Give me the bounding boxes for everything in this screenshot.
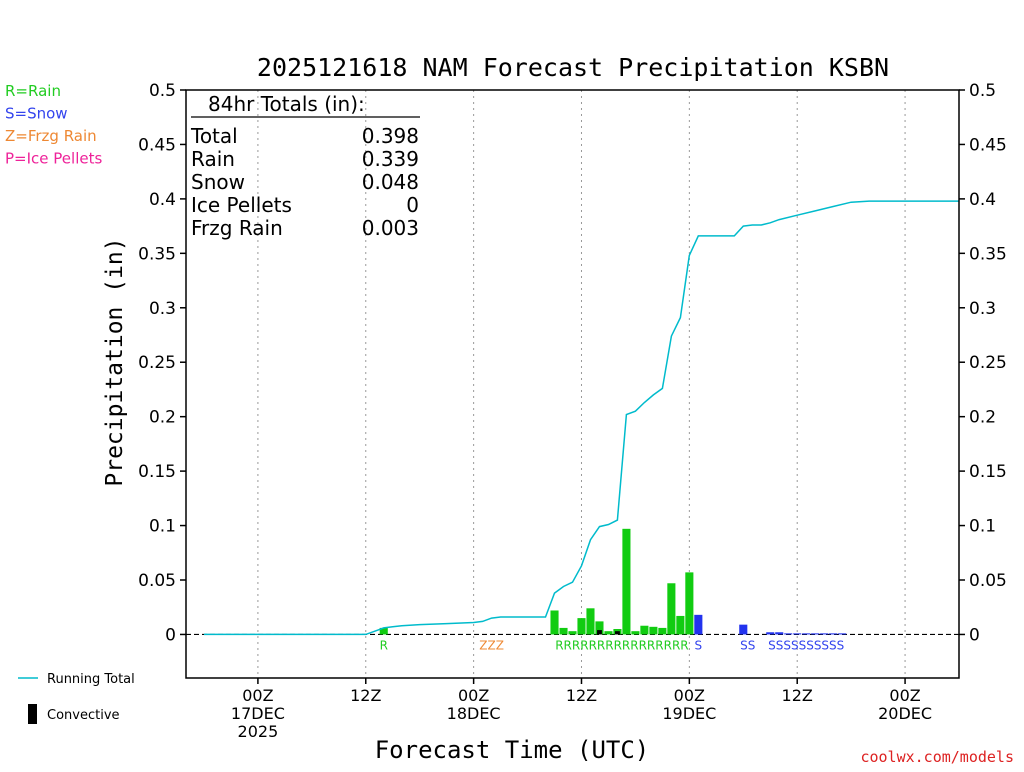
y-tick-label-right: 0.2 [969, 408, 996, 428]
precip-type-code: SS [740, 638, 755, 652]
precip-bar [793, 633, 802, 635]
y-tick-label-left: 0.25 [138, 353, 176, 373]
type-legend-item: P=Ice Pellets [5, 150, 102, 168]
precip-bar [685, 572, 694, 635]
precip-bar [802, 633, 811, 635]
type-legend-item: R=Rain [5, 82, 61, 100]
totals-row-label: Total [190, 124, 238, 148]
series-legend-label: Running Total [47, 672, 135, 687]
totals-row-label: Rain [191, 147, 235, 171]
plot-frame [185, 89, 960, 679]
precip-bar [604, 631, 613, 635]
y-tick-label-left: 0.4 [149, 190, 176, 210]
x-tick-label-time: 12Z [350, 686, 381, 705]
precip-bar [649, 626, 658, 635]
precip-bar [550, 610, 559, 635]
precip-type-code: ZZZ [479, 638, 504, 652]
x-tick-label-time: 00Z [458, 686, 489, 705]
precip-bar [577, 618, 586, 635]
y-tick-label-right: 0.15 [969, 462, 1007, 482]
convective-bar [615, 631, 620, 635]
precip-type-code: RRRRRRRRRRRRRRRR [555, 638, 688, 652]
precip-bar [586, 608, 595, 635]
precip-bar [676, 615, 685, 635]
totals-row-value: 0.003 [362, 216, 419, 240]
precip-bar [784, 633, 793, 635]
precip-bar [829, 633, 838, 635]
chart-title: 2025121618 NAM Forecast Precipitation KS… [257, 53, 889, 82]
series-legend-label: Convective [47, 708, 120, 723]
y-tick-label-right: 0.1 [969, 517, 996, 537]
precip-bar [820, 633, 829, 635]
precip-bar [766, 632, 775, 635]
totals-row-value: 0 [406, 193, 419, 217]
x-tick-label-time: 12Z [566, 686, 597, 705]
precip-bar [622, 528, 631, 635]
precip-bar [568, 631, 577, 635]
x-tick-label-time: 00Z [889, 686, 920, 705]
precip-bar [640, 625, 649, 635]
y-tick-label-left: 0.15 [138, 462, 176, 482]
y-tick-label-left: 0.35 [138, 244, 176, 264]
credit-text: coolwx.com/models [860, 748, 1014, 766]
y-tick-label-right: 0.25 [969, 353, 1007, 373]
x-tick-label-date: 20DEC [878, 704, 932, 723]
precip-type-code: S [695, 638, 703, 652]
precip-bar [694, 614, 703, 635]
y-tick-label-left: 0.45 [138, 135, 176, 155]
precip-bar [838, 633, 847, 635]
running-total-line [204, 200, 959, 636]
x-tick-label-time: 00Z [674, 686, 705, 705]
y-tick-label-right: 0.3 [969, 299, 996, 319]
totals-row-value: 0.398 [362, 124, 419, 148]
precip-bar [379, 627, 388, 635]
precip-bar [811, 633, 820, 635]
precip-bar [559, 627, 568, 635]
x-tick-label-time: 12Z [782, 686, 813, 705]
x-tick-label-date: 19DEC [662, 704, 716, 723]
x-tick-label-date: 18DEC [447, 704, 501, 723]
x-axis-label: Forecast Time (UTC) [375, 736, 650, 764]
y-tick-label-right: 0 [969, 625, 980, 645]
convective-bar [597, 630, 602, 635]
totals-header: 84hr Totals (in): [208, 92, 365, 116]
y-tick-label-left: 0.05 [138, 571, 176, 591]
precip-type-code: R [380, 638, 388, 652]
y-tick-label-right: 0.4 [969, 190, 996, 210]
y-tick-label-right: 0.45 [969, 135, 1007, 155]
y-tick-label-left: 0 [165, 625, 176, 645]
totals-row-label: Ice Pellets [191, 193, 292, 217]
precip-bar [739, 624, 748, 635]
y-tick-label-left: 0.3 [149, 299, 176, 319]
x-tick-label-time: 00Z [242, 686, 273, 705]
y-axis-label: Precipitation (in) [102, 237, 128, 486]
y-tick-label-right: 0.05 [969, 571, 1007, 591]
precip-type-code: SSSSSSSSSS [768, 638, 844, 652]
legend-bar-sample [28, 704, 37, 724]
totals-row-label: Frzg Rain [191, 216, 283, 240]
y-tick-label-right: 0.35 [969, 244, 1007, 264]
totals-row-value: 0.339 [362, 147, 419, 171]
y-tick-label-left: 0.5 [149, 81, 176, 101]
y-tick-label-left: 0.2 [149, 408, 176, 428]
totals-row-value: 0.048 [362, 170, 419, 194]
precip-bar [775, 632, 784, 635]
precip-bar [631, 631, 640, 635]
x-tick-label-date: 17DEC [231, 704, 285, 723]
totals-row-label: Snow [191, 170, 245, 194]
y-tick-label-left: 0.1 [149, 517, 176, 537]
precip-bar [595, 621, 604, 635]
x-tick-label-year: 2025 [238, 722, 279, 741]
precip-bar [658, 627, 667, 635]
y-tick-label-right: 0.5 [969, 81, 996, 101]
type-legend-item: Z=Frzg Rain [5, 127, 97, 145]
precip-bar [667, 583, 676, 635]
type-legend-item: S=Snow [5, 105, 68, 123]
